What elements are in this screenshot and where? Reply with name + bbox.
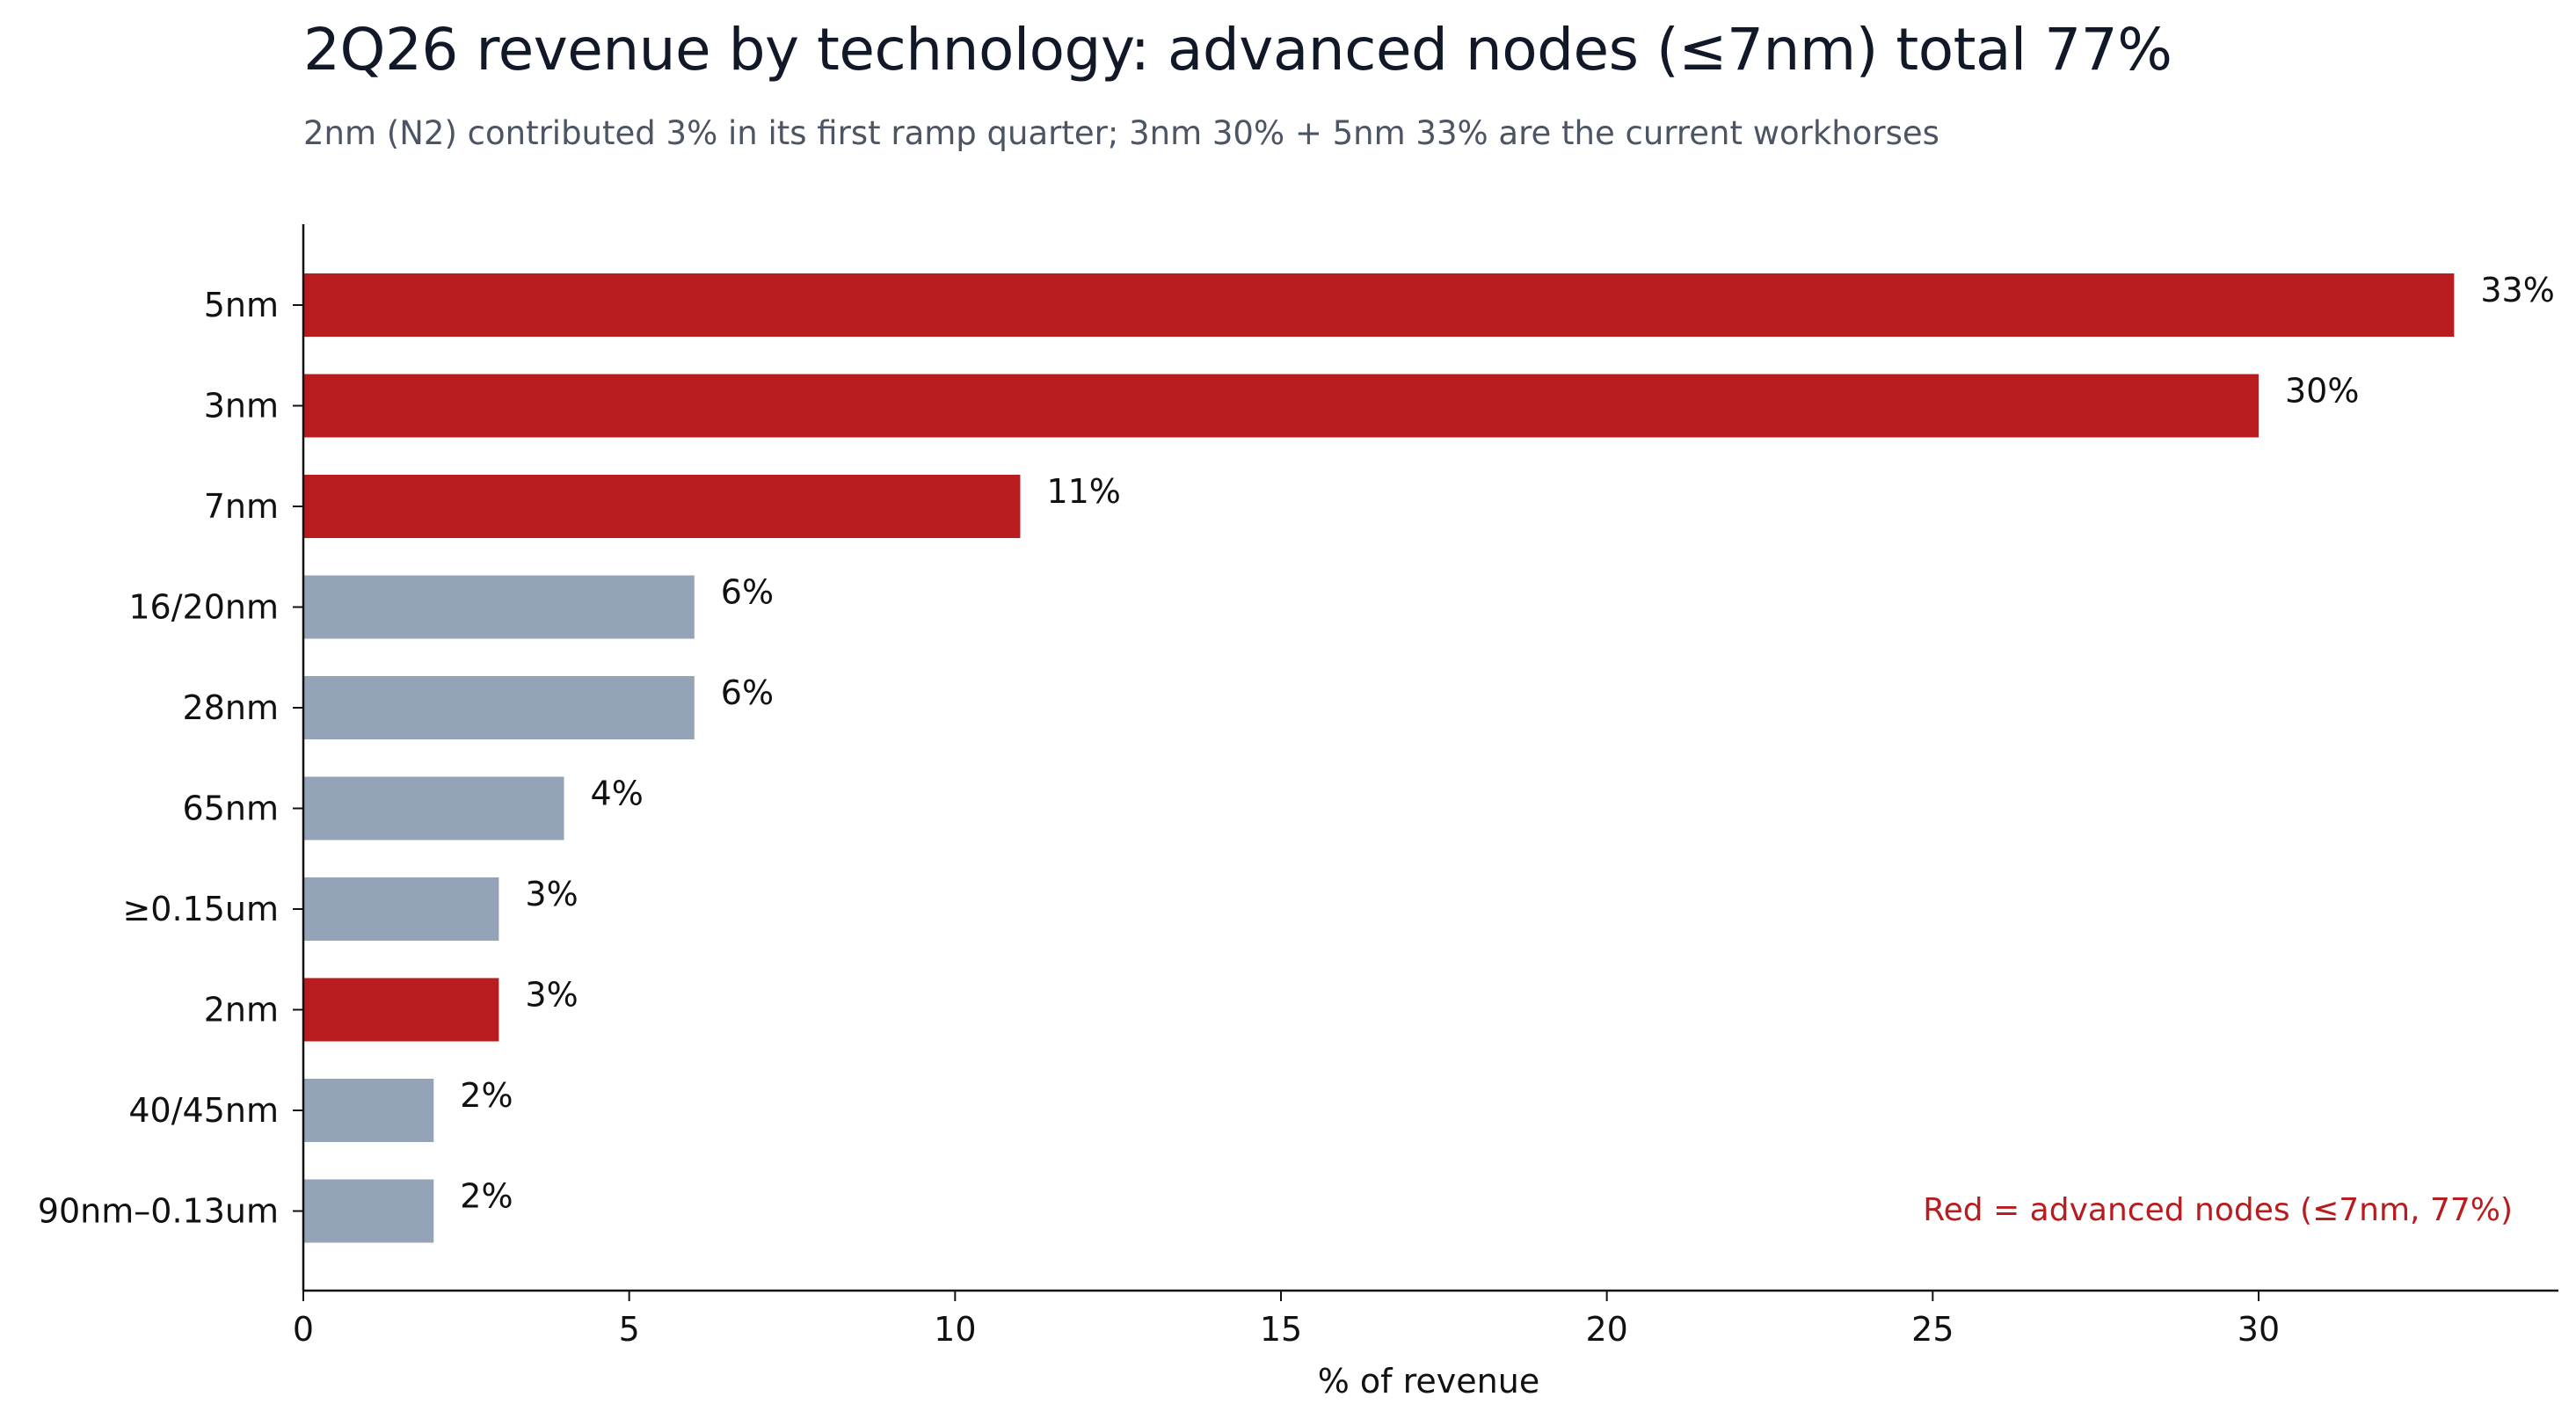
value-label-9: 2% <box>460 1177 513 1216</box>
y-tick-label-7: 2nm <box>204 991 279 1029</box>
bars-group <box>303 273 2455 1243</box>
y-tick-label-3: 16/20nm <box>128 588 279 627</box>
value-label-0: 33% <box>2480 271 2554 309</box>
value-label-6: 3% <box>525 875 578 913</box>
y-tick-label-5: 65nm <box>183 789 279 828</box>
value-label-2: 11% <box>1046 472 1120 511</box>
value-labels-group: 33% 30% 11% 6% 6% 4% 3% 3% 2% 2% <box>460 271 2555 1216</box>
bar-9 <box>303 1179 434 1243</box>
y-tick-label-2: 7nm <box>204 487 279 526</box>
bar-8 <box>303 1079 434 1142</box>
value-label-5: 4% <box>591 775 644 813</box>
legend-note: Red = advanced nodes (≤7nm, 77%) <box>1923 1192 2513 1228</box>
bar-6 <box>303 877 499 941</box>
x-tick-label-6: 30 <box>2238 1310 2280 1349</box>
value-label-8: 2% <box>460 1076 513 1115</box>
x-tick-label-1: 5 <box>619 1310 640 1349</box>
x-axis: 0 5 10 15 20 25 30 <box>293 1289 2558 1349</box>
bar-1 <box>303 374 2259 438</box>
x-axis-label: % of revenue <box>1318 1362 1539 1401</box>
y-axis: 5nm 3nm 7nm 16/20nm 28nm 65nm ≥0.15um 2nm 40/45n… <box>38 224 305 1291</box>
chart-title: 2Q26 revenue by technology: advanced nod… <box>303 16 2172 84</box>
y-tick-label-1: 3nm <box>204 387 279 426</box>
bar-2 <box>303 475 1021 538</box>
value-label-3: 6% <box>721 573 774 612</box>
y-tick-label-6: ≥0.15um <box>122 890 279 928</box>
bar-4 <box>303 676 695 739</box>
bar-7 <box>303 978 499 1042</box>
x-tick-label-3: 15 <box>1260 1310 1302 1349</box>
chart-subtitle: 2nm (N2) contributed 3% in its first ram… <box>303 114 1939 152</box>
y-tick-label-0: 5nm <box>204 286 279 324</box>
x-tick-label-0: 0 <box>293 1310 314 1349</box>
value-label-7: 3% <box>525 976 578 1015</box>
y-tick-label-8: 40/45nm <box>128 1091 279 1130</box>
x-tick-label-5: 25 <box>1911 1310 1954 1349</box>
bar-3 <box>303 575 695 639</box>
value-label-4: 6% <box>721 673 774 712</box>
x-tick-label-2: 10 <box>934 1310 976 1349</box>
y-tick-label-9: 90nm–0.13um <box>38 1192 279 1231</box>
y-tick-label-4: 28nm <box>183 688 279 727</box>
x-tick-label-4: 20 <box>1585 1310 1627 1349</box>
bar-5 <box>303 776 564 840</box>
value-label-1: 30% <box>2285 372 2359 411</box>
bar-0 <box>303 273 2455 337</box>
